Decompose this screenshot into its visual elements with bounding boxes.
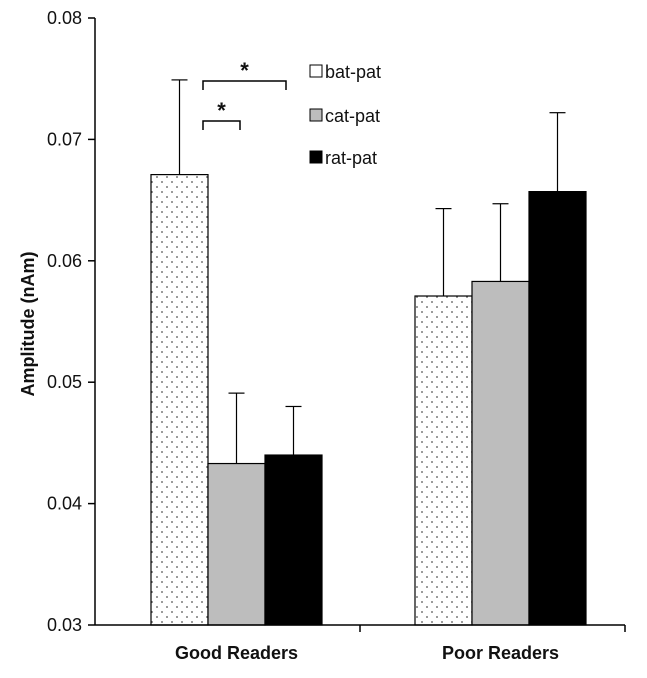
y-axis-title: Amplitude (nAm) xyxy=(18,252,38,397)
error-bars xyxy=(171,79,566,464)
bars xyxy=(150,174,587,626)
y-tick-label: 0.07 xyxy=(47,129,82,149)
bar-rat-pat xyxy=(264,454,323,626)
bar-rat-pat xyxy=(528,191,587,626)
y-tick-label: 0.08 xyxy=(47,8,82,28)
bar-bat-pat xyxy=(414,295,473,626)
y-tick-label: 0.06 xyxy=(47,251,82,271)
y-tick-label: 0.03 xyxy=(47,615,82,635)
significance-bracket xyxy=(202,120,241,130)
legend-swatch-bat-pat xyxy=(309,64,323,78)
y-axis: 0.03 0.04 0.05 0.06 0.07 0.08 xyxy=(47,8,96,635)
category-label: Good Readers xyxy=(175,643,298,663)
legend-label-rat-pat: rat-pat xyxy=(325,148,377,168)
bar-cat-pat xyxy=(471,280,530,626)
significance-markers: ** xyxy=(202,58,287,130)
bar-bat-pat xyxy=(150,174,209,626)
y-tick-label: 0.04 xyxy=(47,494,82,514)
bar-cat-pat xyxy=(207,462,266,626)
x-axis: Good Readers Poor Readers xyxy=(95,624,626,663)
legend-swatch-cat-pat xyxy=(309,108,323,122)
legend-swatch-rat-pat xyxy=(309,150,323,164)
significance-star: * xyxy=(217,98,226,123)
significance-bracket xyxy=(202,80,287,90)
legend: bat-pat cat-pat rat-pat xyxy=(309,62,381,168)
legend-label-bat-pat: bat-pat xyxy=(325,62,381,82)
significance-star: * xyxy=(240,58,249,83)
category-label: Poor Readers xyxy=(442,643,559,663)
y-tick-label: 0.05 xyxy=(47,372,82,392)
legend-label-cat-pat: cat-pat xyxy=(325,106,380,126)
